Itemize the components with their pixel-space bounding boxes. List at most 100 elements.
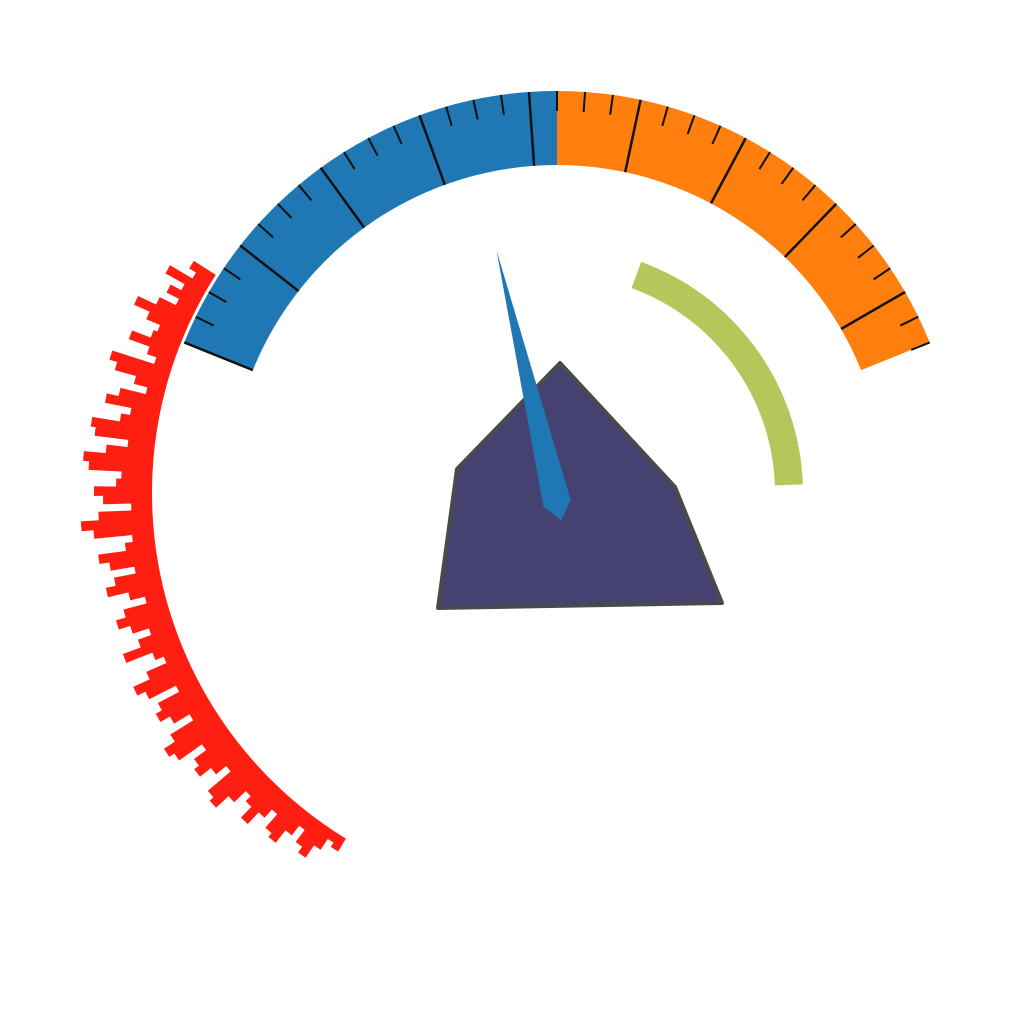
radial-bar <box>146 310 188 336</box>
radial-bar <box>109 554 159 571</box>
gauge-needle <box>496 250 571 521</box>
minor-tick <box>195 315 215 327</box>
radial-bar <box>145 668 196 700</box>
radial-bar <box>128 330 179 357</box>
minor-tick <box>686 114 696 135</box>
radial-bar <box>284 807 309 836</box>
radial-bar <box>144 590 167 605</box>
radial-bar <box>163 647 187 664</box>
radial-bar <box>169 694 211 724</box>
major-tick <box>709 137 747 204</box>
radial-bar <box>94 486 153 496</box>
radial-bar <box>131 502 153 512</box>
minor-tick <box>257 223 274 239</box>
radial-bar <box>209 761 260 808</box>
minor-tick <box>840 223 857 239</box>
minor-tick <box>297 184 313 202</box>
minor-tick <box>758 151 771 170</box>
radial-bar <box>94 426 157 444</box>
radial-bar <box>129 612 173 634</box>
minor-tick <box>367 137 379 157</box>
radial-bar <box>245 777 276 808</box>
radial-bar <box>88 460 153 474</box>
radial-bar <box>227 767 265 803</box>
radial-bar <box>98 546 157 565</box>
radial-bar <box>114 569 161 587</box>
radial-bar <box>257 788 287 818</box>
gauge-scale-left-segment <box>184 91 557 371</box>
radial-bar <box>210 744 245 775</box>
radial-bar <box>166 284 201 309</box>
major-tick <box>418 114 446 186</box>
radial-bar <box>148 619 176 636</box>
minor-tick <box>780 167 795 185</box>
minor-tick <box>208 291 227 303</box>
radial-bar <box>157 681 203 712</box>
radial-bar <box>240 783 281 825</box>
minor-tick <box>609 94 614 115</box>
minor-tick <box>472 99 479 120</box>
gauge-ticks <box>183 91 931 372</box>
radial-bar <box>180 283 205 302</box>
radial-bar <box>330 834 346 852</box>
radial-bar <box>191 271 212 289</box>
radial-bar <box>116 605 171 630</box>
minor-tick <box>661 106 669 127</box>
radial-bar <box>128 583 165 601</box>
radial-bar <box>90 416 158 436</box>
major-tick <box>623 99 642 173</box>
radial-bar <box>146 345 177 364</box>
radial-bar <box>134 296 191 329</box>
radial-bar <box>327 830 340 844</box>
gauge-range-arc <box>631 261 803 486</box>
radial-bar-series <box>80 260 346 858</box>
radial-bar <box>118 387 164 407</box>
radial-bar <box>175 674 200 693</box>
radial-bar <box>134 561 160 575</box>
radial-bar <box>157 324 185 343</box>
radial-bar <box>114 361 170 385</box>
radial-bar <box>245 772 270 797</box>
major-tick <box>183 341 254 372</box>
radial-bar <box>80 517 154 532</box>
radial-bar <box>129 407 161 422</box>
minor-tick <box>857 244 875 259</box>
radial-bar <box>265 798 298 834</box>
radial-bar <box>137 626 178 649</box>
minor-tick <box>343 151 356 170</box>
radial-bar <box>194 732 236 767</box>
radial-bar <box>103 494 153 505</box>
radial-bar <box>146 654 190 681</box>
radial-bar <box>298 821 328 858</box>
gauge-scale-right-segment <box>557 91 930 371</box>
radial-bar <box>225 750 250 773</box>
radial-bar <box>207 755 255 799</box>
radial-bar <box>163 713 223 757</box>
major-tick <box>783 202 838 258</box>
radial-bar <box>298 812 315 831</box>
radial-bar <box>165 265 208 295</box>
radial-bar <box>268 803 304 843</box>
minor-tick <box>910 341 931 351</box>
radial-bar <box>175 298 198 315</box>
radial-bar <box>271 793 292 815</box>
radial-bar <box>93 524 154 539</box>
minor-tick <box>873 267 891 281</box>
radial-bar <box>116 478 153 489</box>
radial-bar <box>173 720 227 761</box>
minor-tick <box>223 267 241 281</box>
radial-bar <box>133 375 168 392</box>
radial-bar <box>122 633 181 663</box>
radial-bar <box>121 470 153 481</box>
minor-tick <box>582 91 587 113</box>
minor-tick <box>500 94 505 115</box>
radial-bar <box>105 576 163 598</box>
radial-bar <box>313 825 334 850</box>
radial-bar <box>155 297 194 322</box>
radial-bar <box>153 356 174 371</box>
radial-bar <box>104 393 162 414</box>
gauge-hub <box>436 361 724 610</box>
minor-tick <box>277 203 293 219</box>
radial-bar <box>152 640 184 661</box>
